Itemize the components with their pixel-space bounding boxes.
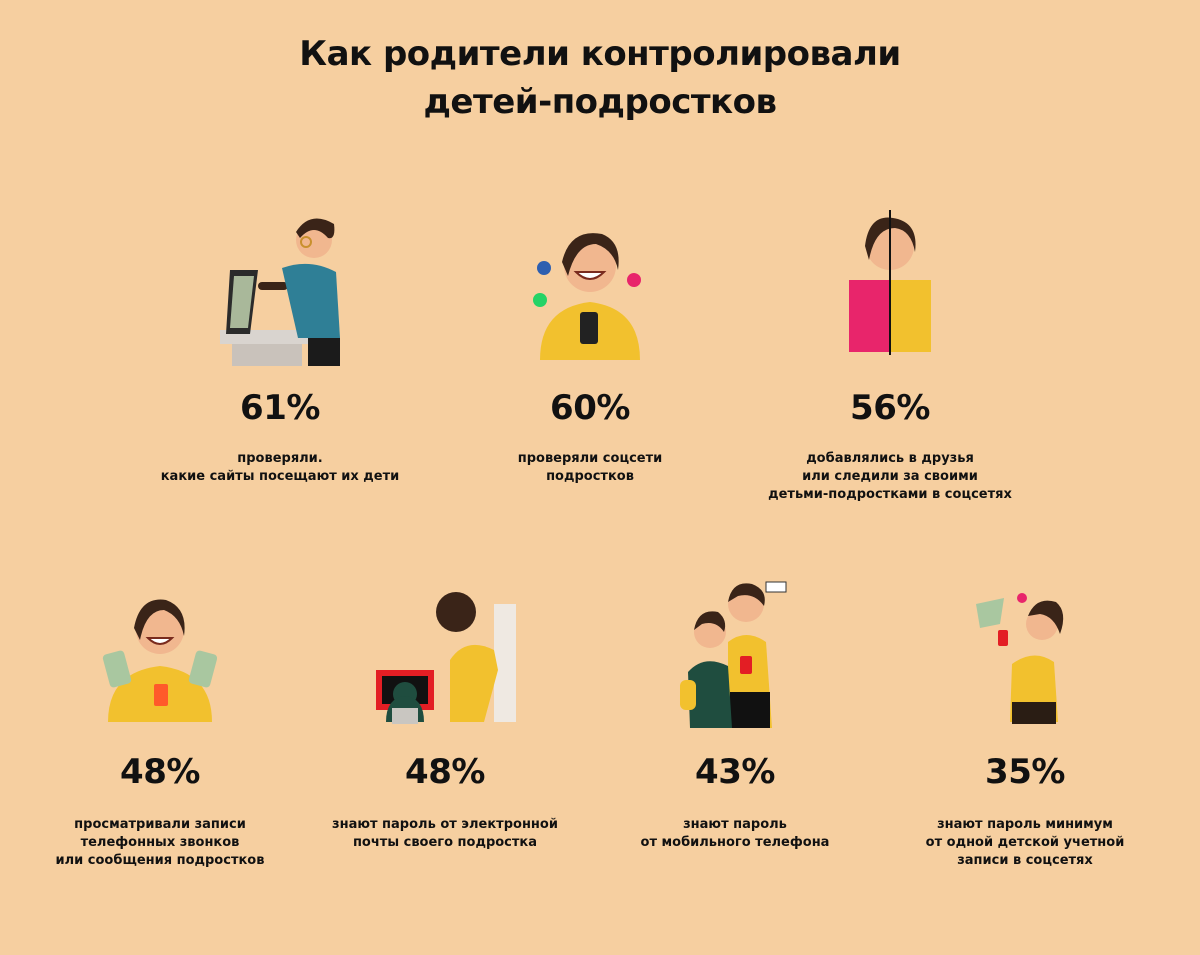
title-line-1: Как родители контролировали xyxy=(299,34,901,74)
stat-desc-3: добавлялись в друзья или следили за свои… xyxy=(768,451,1012,502)
stat-card-4: 48% просматривали записи телефонных звон… xyxy=(30,590,290,890)
page-title: Как родители контролировали детей-подрос… xyxy=(0,30,1200,126)
stat-desc-4: просматривали записи телефонных звонков … xyxy=(55,817,265,868)
stat-value-5: 48% xyxy=(405,752,485,792)
stat-desc-2: проверяли соцсети подростков xyxy=(517,451,663,484)
stat-card-5: 48% знают пароль от электронной почты св… xyxy=(310,590,580,890)
stat-value-1: 61% xyxy=(240,388,320,428)
stat-value-2: 60% xyxy=(550,388,630,428)
parent-and-teen-phone-icon xyxy=(680,580,790,730)
stat-desc-7: знают пароль минимум от одной детской уч… xyxy=(925,817,1125,868)
stat-card-2: 60% проверяли соцсети подростков xyxy=(460,210,720,500)
person-at-computer-icon xyxy=(210,210,350,370)
woman-with-phones-icon xyxy=(100,590,220,725)
stat-card-7: 35% знают пароль минимум от одной детско… xyxy=(890,590,1160,890)
stat-value-3: 56% xyxy=(850,388,930,428)
title-line-2: детей-подростков xyxy=(423,82,777,122)
person-photographing-icon xyxy=(970,590,1080,725)
woman-with-phone-social-icon xyxy=(530,220,650,370)
stat-card-1: 61% проверяли. какие сайты посещают их д… xyxy=(150,210,410,500)
stat-desc-1: проверяли. какие сайты посещают их дети xyxy=(160,451,400,484)
split-face-woman-icon xyxy=(835,210,945,360)
stat-value-4: 48% xyxy=(120,752,200,792)
stat-value-6: 43% xyxy=(695,752,775,792)
stat-desc-6: знают пароль от мобильного телефона xyxy=(640,817,830,850)
stat-card-3: 56% добавлялись в друзья или следили за … xyxy=(760,210,1020,520)
parent-watching-laptop-icon xyxy=(370,590,520,725)
stat-value-7: 35% xyxy=(985,752,1065,792)
stat-desc-5: знают пароль от электронной почты своего… xyxy=(332,817,558,850)
stat-card-6: 43% знают пароль от мобильного телефона xyxy=(600,580,870,890)
